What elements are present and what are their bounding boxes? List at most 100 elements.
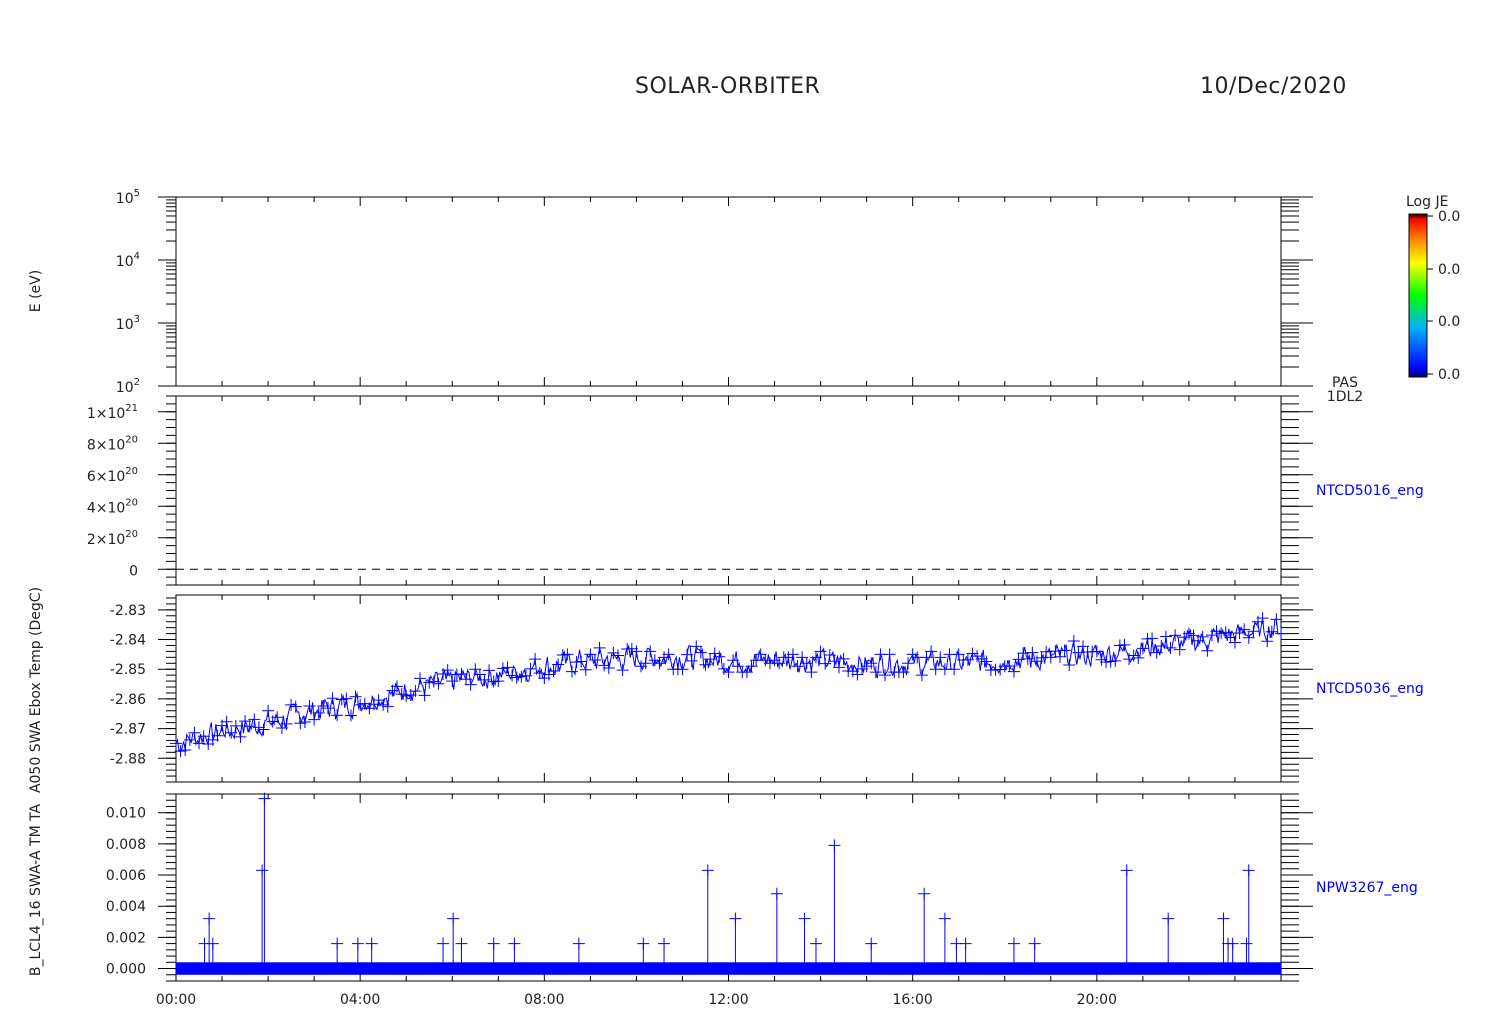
y-tick-exp: 20 — [125, 434, 138, 445]
data-point-ntcd5036 — [1173, 643, 1186, 656]
data-point-ntcd5036 — [432, 677, 445, 690]
data-point-ntcd5036 — [303, 700, 316, 713]
data-point-ntcd5036 — [602, 662, 615, 675]
data-point-ntcd5036 — [1109, 654, 1122, 667]
data-point-ntcd5036 — [234, 730, 247, 743]
y-tick-label: -2.83 — [110, 603, 146, 619]
data-point-ntcd5036 — [773, 657, 786, 670]
data-point-ntcd5036 — [1150, 646, 1163, 659]
data-point-ntcd5036 — [699, 658, 712, 671]
data-point-ntcd5036 — [1228, 636, 1241, 649]
spike-marker-npw3267 — [828, 839, 841, 852]
data-point-ntcd5036 — [879, 669, 892, 682]
data-point-ntcd5036 — [644, 645, 657, 658]
data-point-ntcd5036 — [331, 709, 344, 722]
data-point-ntcd5036 — [934, 651, 947, 664]
data-point-ntcd5036 — [524, 662, 537, 675]
data-point-ntcd5036 — [708, 647, 721, 660]
data-point-ntcd5036 — [317, 700, 330, 713]
y-tick-exp: 4 — [134, 251, 140, 262]
y-tick-label: 1×1021 — [87, 403, 138, 422]
y-tick-label: 2×1020 — [87, 529, 138, 548]
data-point-ntcd5036 — [395, 688, 408, 701]
spike-marker-npw3267 — [637, 937, 650, 950]
series-line-ntcd5036 — [175, 618, 1282, 753]
data-point-ntcd5036 — [289, 700, 302, 713]
data-point-ntcd5036 — [1017, 647, 1030, 660]
colorbar-tick-label: 0.0 — [1438, 209, 1460, 225]
data-point-ntcd5036 — [648, 654, 661, 667]
data-point-ntcd5036 — [814, 645, 827, 658]
data-point-ntcd5036 — [252, 721, 265, 734]
data-point-ntcd5036 — [846, 665, 859, 678]
y-tick-label: 105 — [116, 188, 140, 207]
spike-marker-npw3267 — [658, 937, 671, 950]
data-point-ntcd5036 — [1095, 653, 1108, 666]
data-point-ntcd5036 — [381, 700, 394, 713]
data-point-ntcd5036 — [188, 726, 201, 739]
data-point-ntcd5036 — [473, 668, 486, 681]
spike-marker-npw3267 — [508, 937, 521, 950]
panel-frame-pas-spectrogram — [175, 196, 1282, 387]
spike-marker-npw3267 — [865, 937, 878, 950]
spike-marker-npw3267 — [1242, 864, 1255, 877]
data-point-ntcd5036 — [625, 642, 638, 655]
y-tick-base: 2×10 — [87, 532, 125, 548]
data-point-ntcd5036 — [584, 648, 597, 661]
colorbar — [1408, 213, 1428, 378]
data-point-ntcd5036 — [372, 694, 385, 707]
data-point-ntcd5036 — [1182, 627, 1195, 640]
data-point-ntcd5036 — [925, 645, 938, 658]
y-tick-label: 8×1020 — [87, 434, 138, 453]
data-point-ntcd5036 — [1275, 627, 1287, 640]
data-point-ntcd5036 — [952, 648, 965, 661]
y-tick-label: 6×1020 — [87, 466, 138, 485]
colorbar-tick-label: 0.0 — [1438, 262, 1460, 278]
spike-marker-npw3267 — [365, 937, 378, 950]
data-point-ntcd5036 — [1256, 612, 1269, 625]
data-point-ntcd5036 — [409, 685, 422, 698]
data-point-ntcd5036 — [257, 723, 270, 736]
y-tick-label: 4×1020 — [87, 497, 138, 516]
data-point-ntcd5036 — [1146, 632, 1159, 645]
data-point-ntcd5036 — [727, 654, 740, 667]
data-point-ntcd5036 — [446, 675, 459, 688]
data-point-ntcd5036 — [1141, 632, 1154, 645]
data-point-ntcd5036 — [833, 661, 845, 674]
data-point-ntcd5036 — [340, 692, 353, 705]
data-point-ntcd5036 — [501, 661, 514, 674]
y-tick-exp: 21 — [125, 403, 138, 414]
data-point-ntcd5036 — [1054, 650, 1066, 663]
data-point-ntcd5036 — [400, 689, 413, 702]
data-point-ntcd5036 — [819, 657, 832, 670]
spike-marker-npw3267 — [258, 792, 271, 805]
panel-right-label-pas-level: 1DL2 — [1327, 389, 1363, 405]
y-tick-exp: 20 — [125, 529, 138, 540]
series-label-npw3267: NPW3267_eng — [1316, 880, 1418, 896]
panel-frame-npw3267 — [175, 793, 1282, 982]
spike-marker-npw3267 — [798, 912, 811, 925]
data-point-ntcd5036 — [658, 651, 671, 664]
data-point-ntcd5036 — [722, 666, 735, 679]
data-point-ntcd5036 — [1127, 649, 1140, 662]
data-point-ntcd5036 — [515, 670, 528, 683]
data-point-ntcd5036 — [676, 663, 689, 676]
data-point-ntcd5036 — [1067, 635, 1080, 648]
data-point-ntcd5036 — [391, 680, 403, 693]
data-point-ntcd5036 — [197, 730, 210, 743]
data-point-ntcd5036 — [492, 675, 505, 688]
data-point-ntcd5036 — [349, 690, 362, 703]
data-point-ntcd5036 — [321, 702, 334, 715]
data-point-ntcd5036 — [547, 664, 560, 677]
data-point-ntcd5036 — [1026, 646, 1039, 659]
data-point-ntcd5036 — [483, 664, 496, 677]
data-point-ntcd5036 — [239, 715, 252, 728]
y-tick-label: -2.84 — [110, 633, 146, 649]
data-point-ntcd5036 — [1035, 651, 1048, 664]
data-point-ntcd5036 — [740, 666, 753, 679]
data-point-ntcd5036 — [487, 675, 500, 688]
data-point-ntcd5036 — [607, 646, 620, 659]
data-point-ntcd5036 — [1021, 652, 1034, 665]
data-point-ntcd5036 — [1265, 625, 1278, 638]
data-point-ntcd5036 — [220, 715, 233, 728]
